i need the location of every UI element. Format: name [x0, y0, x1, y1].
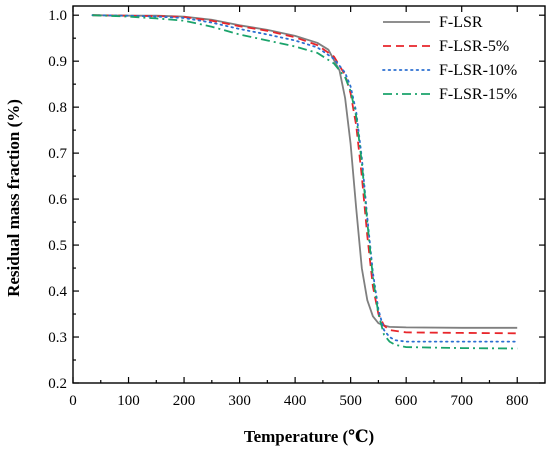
series-layer	[91, 14, 519, 350]
x-tick-label: 0	[69, 393, 77, 409]
legend-label-4: F-LSR-15%	[439, 86, 517, 103]
y-tick-label: 0.3	[48, 330, 67, 346]
x-tick-label: 600	[395, 393, 418, 409]
y-tick-label: 0.5	[48, 238, 67, 254]
x-tick-label: 800	[506, 393, 529, 409]
y-tick-label: 0.4	[48, 284, 67, 300]
y-axis-title: Residual mass fraction (%)	[4, 99, 23, 297]
legend-label-1: F-LSR	[439, 14, 483, 31]
y-tick-label: 0.7	[48, 146, 67, 162]
x-tick-label: 100	[117, 393, 140, 409]
x-tick-label: 200	[173, 393, 196, 409]
y-tick-label: 0.2	[48, 376, 67, 392]
y-tick-label: 0.6	[48, 192, 67, 208]
x-tick-label: 500	[339, 393, 362, 409]
x-axis-title: Temperature (℃)	[244, 427, 374, 446]
y-tick-label: 0.9	[48, 54, 67, 70]
legend-label-2: F-LSR-5%	[439, 38, 509, 55]
x-tick-label: 300	[228, 393, 251, 409]
y-tick-label: 1.0	[48, 8, 67, 24]
plot-frame	[72, 5, 546, 384]
series-line-4	[92, 14, 518, 350]
legend-label-3: F-LSR-10%	[439, 62, 517, 79]
x-tick-label: 400	[284, 393, 307, 409]
series-line-3	[91, 14, 519, 343]
axes-layer: 0 100 200 300 400 500 600 700 800 0.2 0.3 0.4 0.5 0.6…	[48, 5, 546, 409]
x-tick-label: 700	[450, 393, 473, 409]
y-tick-label: 0.8	[48, 100, 67, 116]
legend: F-LSR F-LSR-5% F-LSR-10% F-LSR-15%	[382, 14, 517, 103]
